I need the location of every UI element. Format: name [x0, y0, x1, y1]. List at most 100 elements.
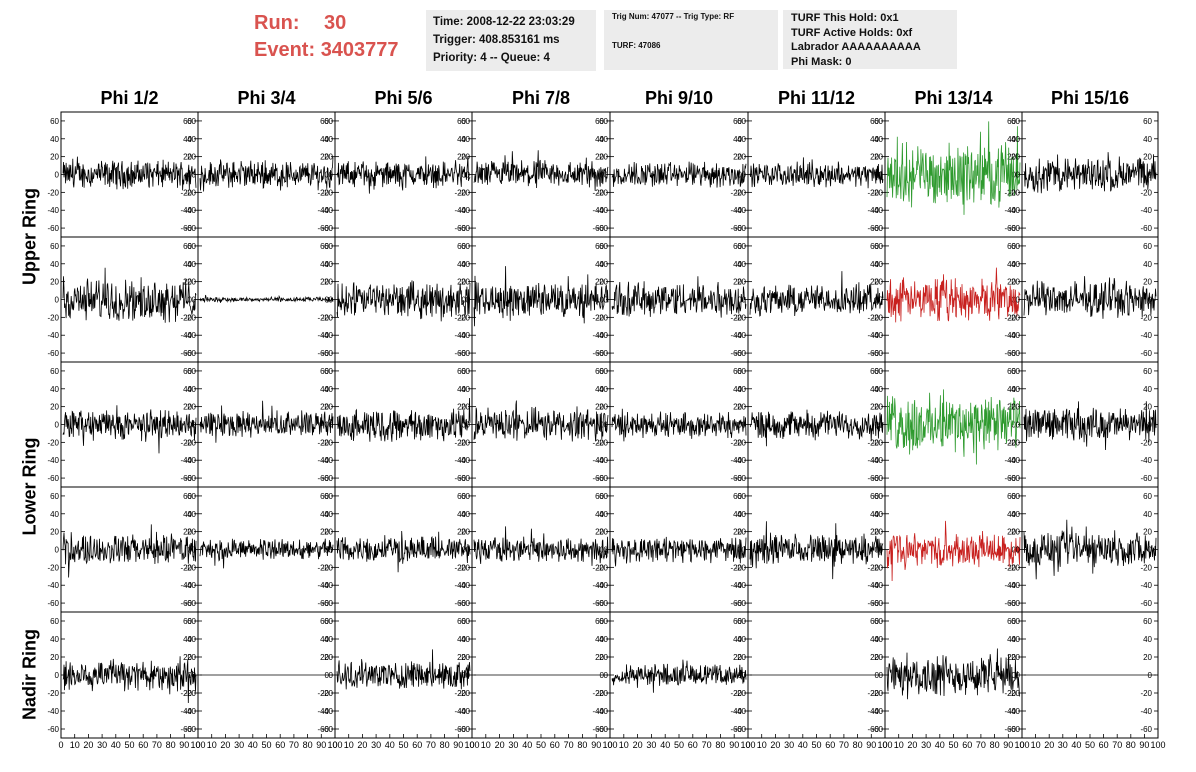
- x-tick-label: 60: [962, 740, 972, 750]
- y-tick-label: -40: [317, 331, 329, 340]
- y-tick-label: -40: [454, 581, 466, 590]
- y-tick-label: -60: [454, 725, 466, 734]
- labrador-line: Labrador AAAAAAAAAA: [791, 41, 921, 53]
- column-label-2: Phi 3/4: [237, 88, 296, 108]
- trigger-info-box: Trig Num: 47077 -- Trig Type: RF TURF: 4…: [604, 10, 778, 70]
- y-tick-label: -20: [184, 313, 196, 322]
- y-tick-label: -60: [1140, 725, 1152, 734]
- x-tick-label: 100: [464, 740, 479, 750]
- y-tick-label: -60: [596, 224, 608, 233]
- y-tick-label: -40: [1004, 206, 1016, 215]
- waveform-line: [749, 409, 884, 447]
- x-tick-label: 90: [729, 740, 739, 750]
- y-tick-label: 40: [595, 260, 604, 269]
- y-tick-label: 60: [599, 242, 608, 251]
- y-tick-label: 0: [1012, 671, 1017, 680]
- y-tick-label: 20: [870, 153, 879, 162]
- y-tick-label: -20: [180, 313, 192, 322]
- y-tick-label: 40: [457, 635, 466, 644]
- y-tick-label: -20: [871, 313, 883, 322]
- y-tick-label: 40: [1007, 135, 1016, 144]
- y-tick-label: -60: [180, 599, 192, 608]
- y-tick-label: 0: [462, 171, 467, 180]
- x-tick-label: 90: [866, 740, 876, 750]
- y-tick-label: -20: [734, 438, 746, 447]
- y-tick-label: 20: [599, 528, 608, 537]
- x-tick-label: 30: [646, 740, 656, 750]
- y-tick-label: 60: [874, 117, 883, 126]
- y-tick-label: 60: [461, 117, 470, 126]
- y-tick-label: 20: [733, 528, 742, 537]
- y-tick-label: 40: [320, 385, 329, 394]
- y-tick-label: 0: [604, 296, 609, 305]
- y-tick-label: -40: [596, 581, 608, 590]
- x-tick-label: 60: [412, 740, 422, 750]
- y-tick-label: -20: [47, 689, 59, 698]
- y-tick-label: 60: [737, 617, 746, 626]
- y-tick-label: 60: [187, 492, 196, 501]
- turf-active-line: TURF Active Holds: 0xf: [791, 26, 913, 39]
- y-tick-label: 20: [50, 653, 59, 662]
- y-tick-label: -40: [180, 456, 192, 465]
- y-tick-label: -40: [321, 206, 333, 215]
- y-tick-label: -20: [867, 563, 879, 572]
- y-tick-label: -60: [596, 599, 608, 608]
- y-tick-label: -40: [871, 581, 883, 590]
- y-tick-label: -40: [1008, 581, 1020, 590]
- x-tick-label: 70: [564, 740, 574, 750]
- y-tick-label: -20: [592, 563, 604, 572]
- y-tick-label: -20: [730, 438, 742, 447]
- y-tick-label: -40: [458, 206, 470, 215]
- y-tick-label: -40: [730, 331, 742, 340]
- y-tick-label: -40: [596, 707, 608, 716]
- y-tick-label: 0: [742, 671, 747, 680]
- y-tick-label: 0: [1016, 421, 1021, 430]
- y-tick-label: 20: [1011, 153, 1020, 162]
- y-tick-label: 60: [874, 367, 883, 376]
- y-tick-label: 60: [1143, 242, 1152, 251]
- x-tick-label: 100: [327, 740, 342, 750]
- y-tick-label: -40: [730, 456, 742, 465]
- y-tick-label: -20: [734, 563, 746, 572]
- waveform-line: [749, 157, 884, 189]
- y-tick-label: 40: [737, 510, 746, 519]
- waveform-line: [611, 161, 747, 188]
- x-tick-label: 30: [1058, 740, 1068, 750]
- y-tick-label: 0: [1016, 296, 1021, 305]
- y-tick-label: 40: [457, 510, 466, 519]
- waveform-line: [886, 267, 1021, 323]
- y-tick-label: -20: [454, 438, 466, 447]
- x-tick-label: 100: [877, 740, 892, 750]
- y-tick-label: 0: [604, 421, 609, 430]
- x-tick-label: 70: [152, 740, 162, 750]
- y-tick-label: -40: [867, 581, 879, 590]
- y-tick-label: 20: [183, 153, 192, 162]
- y-tick-label: -20: [458, 438, 470, 447]
- y-tick-label: 60: [457, 617, 466, 626]
- x-tick-label: 50: [261, 740, 271, 750]
- waveform-line: [611, 536, 747, 567]
- y-tick-label: 20: [183, 528, 192, 537]
- y-tick-label: -20: [1140, 563, 1152, 572]
- y-tick-label: 20: [457, 403, 466, 412]
- x-tick-label: 100: [602, 740, 617, 750]
- y-tick-label: 40: [187, 385, 196, 394]
- y-tick-label: 40: [1143, 385, 1152, 394]
- y-tick-label: 0: [604, 171, 609, 180]
- y-tick-label: 40: [874, 510, 883, 519]
- y-tick-label: -20: [730, 313, 742, 322]
- x-tick-label: 70: [976, 740, 986, 750]
- x-tick-label: 40: [1071, 740, 1081, 750]
- y-tick-label: 20: [870, 403, 879, 412]
- y-tick-label: 40: [737, 260, 746, 269]
- y-tick-label: 20: [1011, 278, 1020, 287]
- y-tick-label: 0: [466, 671, 471, 680]
- y-tick-label: 60: [183, 117, 192, 126]
- y-tick-label: -20: [596, 188, 608, 197]
- waveform-line: [611, 276, 747, 318]
- y-tick-label: 20: [870, 653, 879, 662]
